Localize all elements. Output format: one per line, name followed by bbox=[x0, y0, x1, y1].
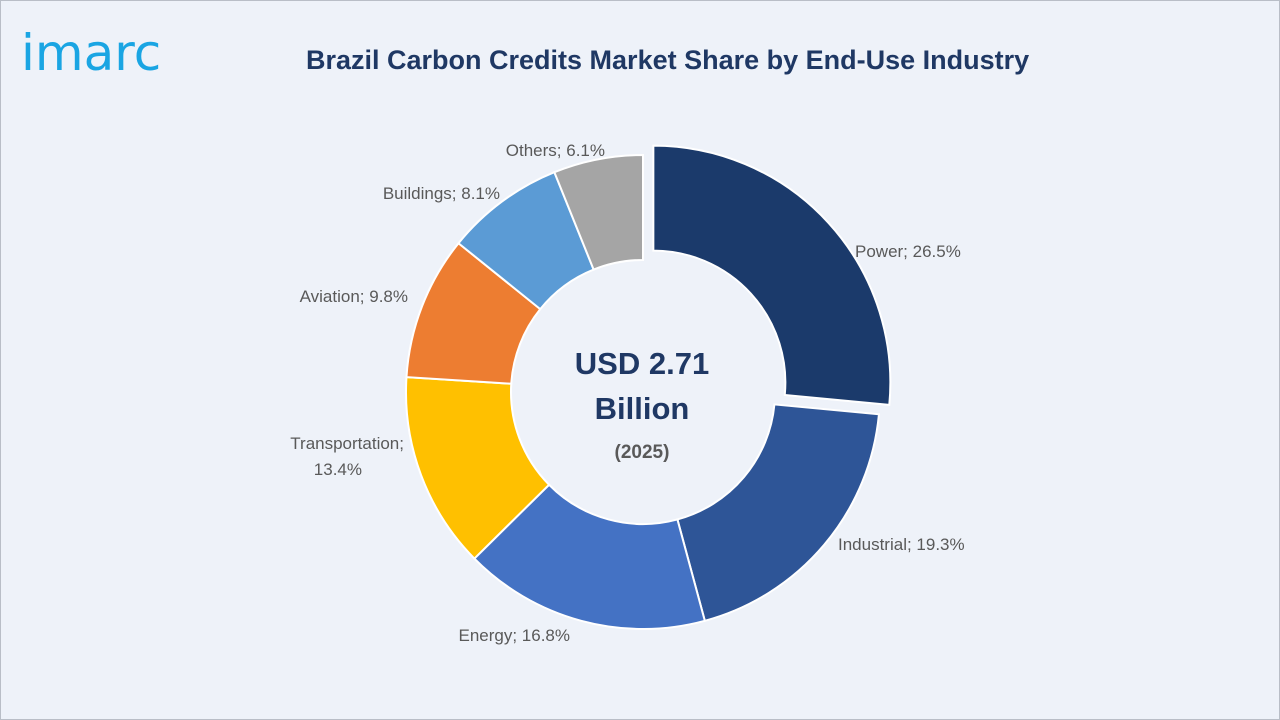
slice-label-power: Power; 26.5% bbox=[855, 242, 961, 261]
slice-labels: Power; 26.5% Industrial; 19.3% Energy; 16.… bbox=[290, 141, 964, 645]
slice-industrial bbox=[676, 403, 881, 623]
slice-label-energy: Energy; 16.8% bbox=[458, 626, 570, 645]
imarc-logo: imarc bbox=[21, 24, 162, 82]
slice-label-industrial: Industrial; 19.3% bbox=[838, 535, 965, 554]
center-year: (2025) bbox=[615, 442, 670, 463]
slice-energy bbox=[472, 483, 707, 630]
center-value-line2: Billion bbox=[595, 391, 690, 426]
slice-label-transportation: Transportation; 13.4% bbox=[290, 434, 404, 479]
slice-power bbox=[652, 144, 892, 406]
slice-label-others: Others; 6.1% bbox=[506, 141, 605, 160]
donut-slices bbox=[405, 144, 892, 630]
chart-title: Brazil Carbon Credits Market Share by En… bbox=[306, 45, 1030, 75]
slice-label-buildings: Buildings; 8.1% bbox=[383, 184, 500, 203]
slice-others bbox=[553, 153, 644, 271]
center-value-line1: USD 2.71 bbox=[575, 346, 709, 381]
slice-label-aviation: Aviation; 9.8% bbox=[300, 287, 408, 306]
